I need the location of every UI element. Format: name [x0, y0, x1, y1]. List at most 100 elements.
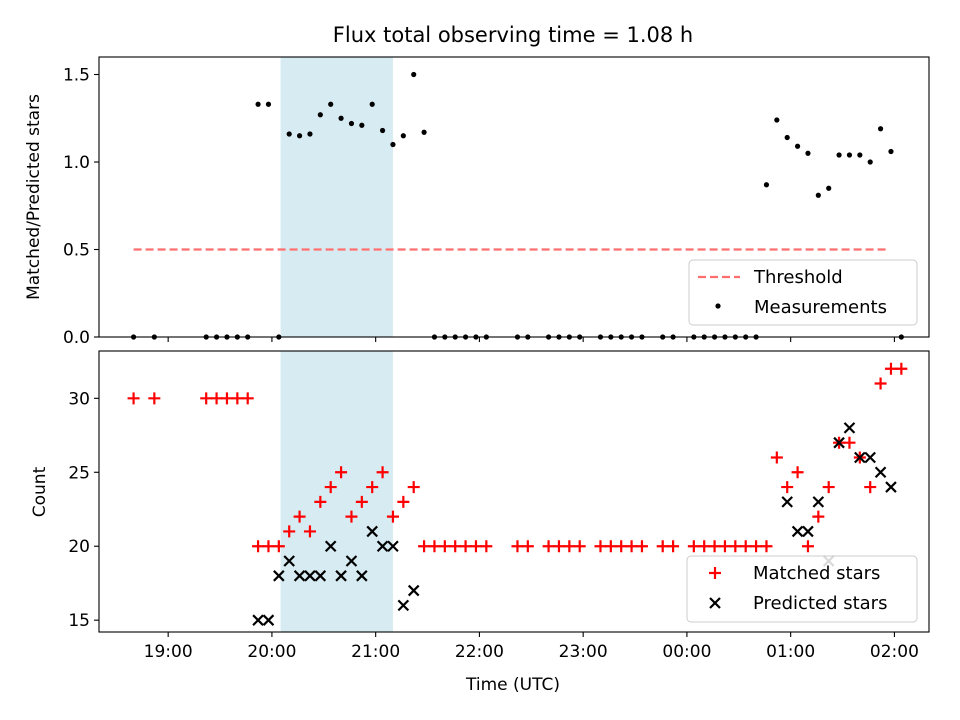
measurement-point [421, 129, 427, 135]
y-tick-label: 0.5 [63, 241, 90, 261]
matched-star-marker [801, 540, 814, 553]
y-tick-label: 25 [68, 463, 90, 483]
matched-star-marker [335, 466, 348, 479]
x-tick-label: 20:00 [247, 642, 296, 662]
ratio-panel-ylabel: Matched/Predicted stars [24, 94, 44, 300]
count-panel-ylabel: Count [30, 466, 50, 517]
measurement-point [815, 192, 821, 198]
ratio-panel-x-ticks [167, 337, 895, 342]
measurement-point [805, 150, 811, 156]
measurement-point [338, 115, 344, 121]
matched-star-marker [220, 392, 233, 405]
count-panel-frame [98, 350, 930, 633]
measurement-point [846, 152, 853, 158]
matched-star-marker [262, 540, 275, 553]
x-tick-label: 01:00 [766, 642, 815, 662]
measurement-point [286, 131, 292, 137]
predicted-star-marker [833, 436, 845, 449]
x-tick-label: 21:00 [351, 642, 400, 662]
matched-star-marker [272, 540, 285, 553]
measurement-point [857, 152, 863, 158]
matched-star-marker [241, 392, 254, 405]
predicted-star-marker [366, 525, 378, 538]
y-tick-label: 0.0 [63, 328, 90, 348]
measurement-point [328, 101, 334, 107]
count-panel-span [280, 351, 393, 632]
matched-star-marker [552, 540, 565, 553]
x-tick-label: 23:00 [559, 642, 608, 662]
measurement-point [400, 133, 406, 139]
matched-star-marker [563, 540, 576, 553]
measurements-legend-label: Measurements [754, 297, 887, 318]
matched-star-marker [874, 377, 887, 390]
measurement-point [774, 117, 780, 123]
matched-star-marker [200, 392, 213, 405]
ratio-panel-y-ticks: 0.0 0.5 1.0 1.5 [63, 66, 99, 348]
matched-star-marker [293, 510, 306, 523]
matched-star-marker [376, 466, 389, 479]
count-panel-y-ticks: 15 20 25 30 [68, 389, 99, 631]
matched-star-marker [231, 392, 244, 405]
predicted-star-marker [864, 451, 876, 464]
predicted-star-marker [293, 570, 306, 582]
matched-star-marker [884, 362, 897, 375]
predicted-star-marker [345, 555, 358, 567]
matched-star-marker [459, 540, 472, 553]
predicted-star-marker [387, 540, 399, 552]
measurement-point [867, 159, 873, 165]
matched-star-marker [791, 466, 804, 479]
predicted-legend-label: Predicted stars [753, 593, 887, 614]
matched-star-marker [542, 540, 555, 553]
y-tick-label: 30 [68, 389, 90, 409]
predicted-star-marker [802, 525, 814, 538]
predicted-star-marker [812, 496, 825, 508]
matched-star-marker [438, 540, 451, 553]
matched-star-marker [397, 495, 410, 508]
predicted-star-marker [843, 422, 856, 434]
matched-star-marker [314, 495, 327, 508]
measurement-point [359, 122, 365, 128]
matched-star-marker [127, 392, 140, 405]
predicted-star-marker [376, 540, 389, 552]
matched-star-marker [480, 540, 493, 553]
matched-star-marker [760, 540, 773, 553]
matched-star-marker [635, 540, 648, 553]
matched-star-marker [345, 510, 358, 523]
predicted-star-marker [283, 555, 295, 567]
matched-star-marker [843, 436, 856, 449]
measurement-point [794, 143, 801, 149]
matched-legend-label: Matched stars [753, 563, 880, 584]
matched-star-marker [210, 392, 223, 405]
measurement-point [307, 131, 313, 137]
matched-star-marker [303, 525, 316, 538]
matched-star-marker [656, 540, 669, 553]
x-tick-label: 02:00 [870, 642, 919, 662]
matched-star-marker [812, 510, 825, 523]
ratio-panel: 0.0 0.5 1.0 1.5 Matched/Predicted stars Thr… [24, 56, 930, 348]
matched-star-marker [355, 495, 368, 508]
measurement-point [411, 71, 417, 78]
matched-legend-swatch [709, 567, 721, 579]
matched-star-marker [511, 540, 524, 553]
predicted-legend-swatch [709, 597, 721, 609]
matched-star-marker [729, 540, 742, 553]
matched-star-marker [428, 540, 441, 553]
ratio-panel-frame [98, 56, 930, 338]
matched-star-marker [667, 540, 680, 553]
measurement-point [763, 182, 770, 188]
measurement-point [836, 152, 842, 158]
measurement-point [296, 133, 303, 139]
y-tick-label: 1.5 [63, 66, 90, 86]
x-axis-label: Time (UTC) [465, 675, 560, 695]
matched-star-marker [573, 540, 586, 553]
ratio-panel-span [280, 57, 393, 337]
predicted-star-marker [791, 525, 804, 538]
matched-star-marker [418, 540, 431, 553]
y-tick-label: 20 [68, 537, 90, 557]
measurement-point [390, 141, 396, 148]
matched-star-marker [864, 481, 877, 494]
matched-star-marker [469, 540, 482, 553]
measurement-point [784, 134, 790, 141]
measurement-point [877, 126, 884, 132]
